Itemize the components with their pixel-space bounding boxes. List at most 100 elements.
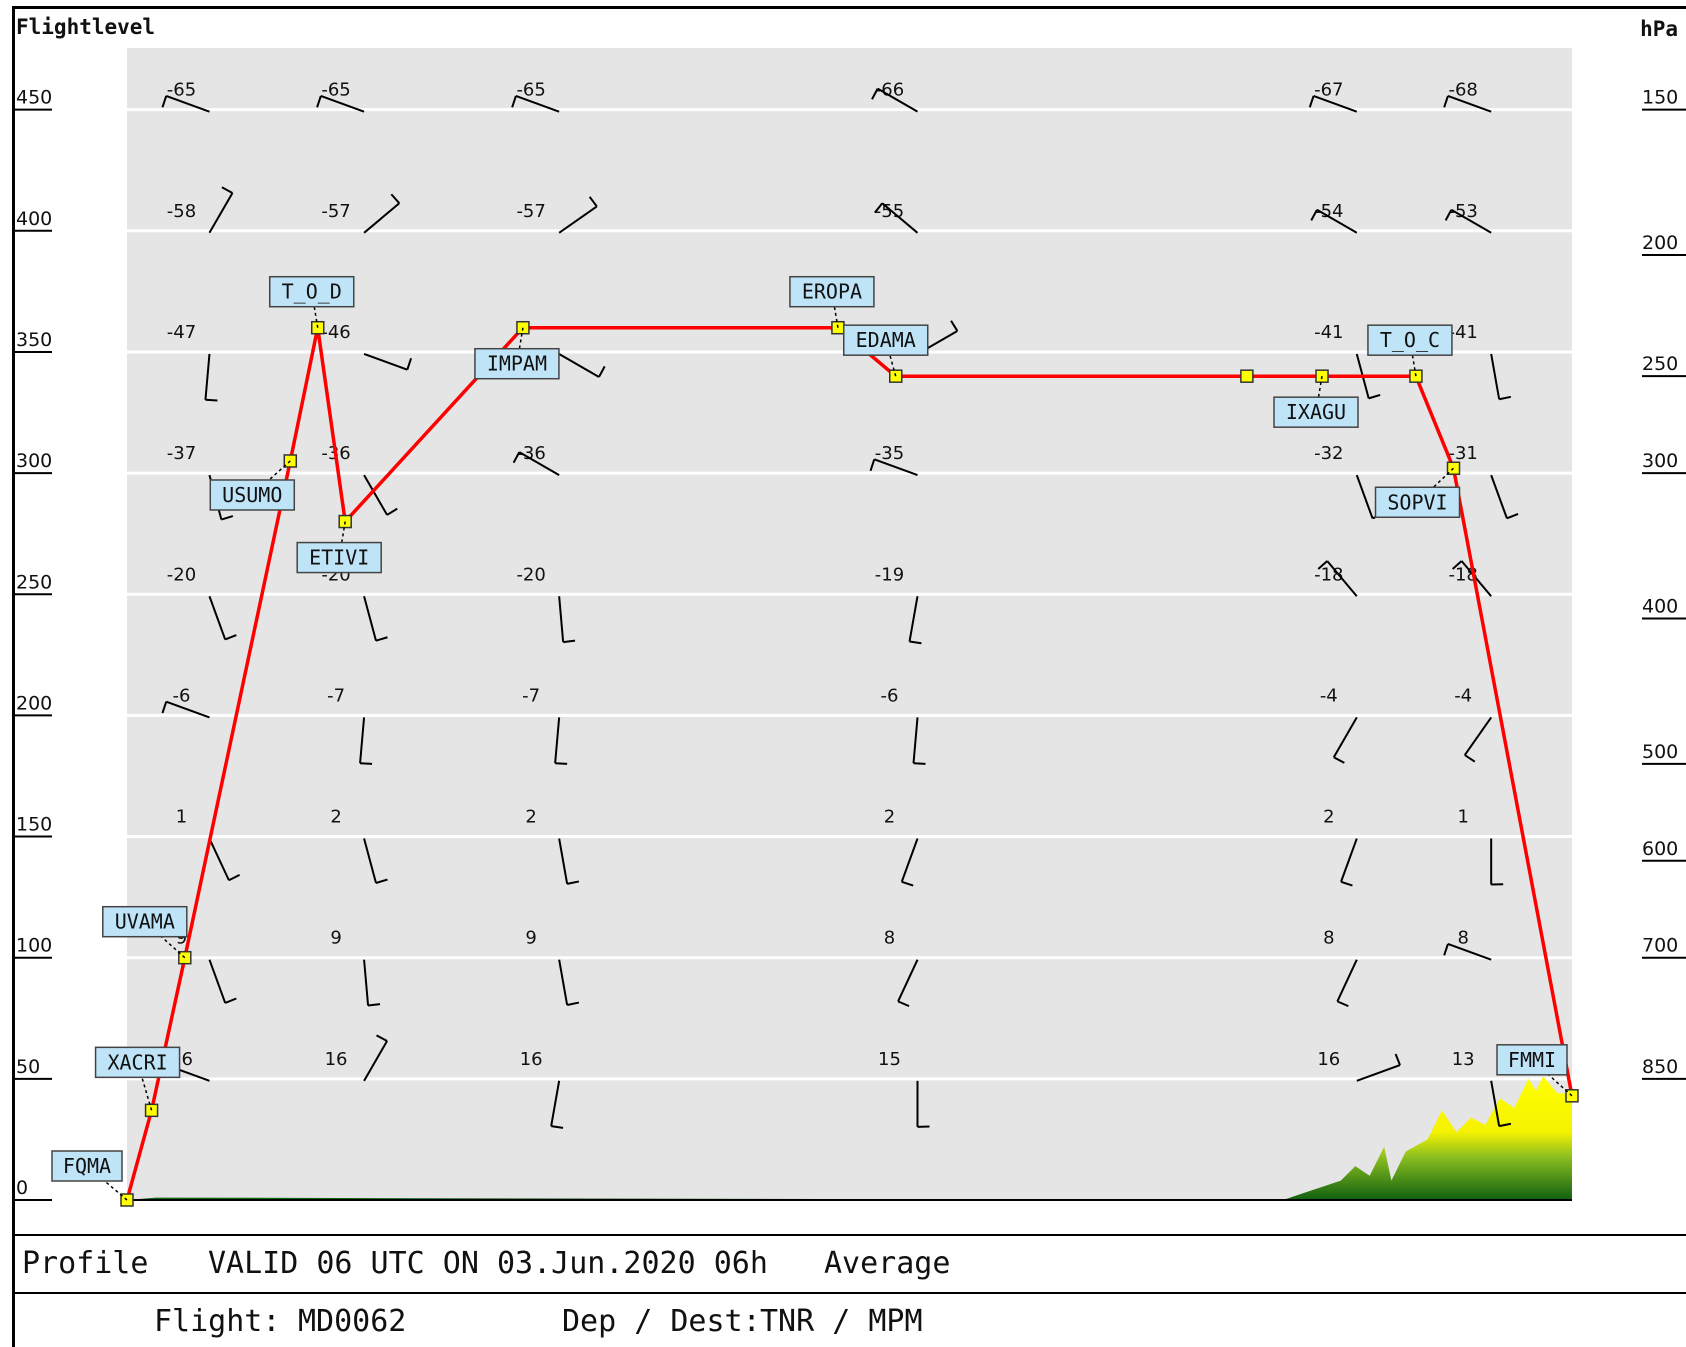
wind-barb-feather bbox=[367, 1003, 381, 1007]
waypoint-label: FQMA bbox=[63, 1154, 111, 1178]
temperature-label: 16 bbox=[1317, 1049, 1340, 1070]
waypoint-label: EDAMA bbox=[856, 328, 916, 352]
wind-barb bbox=[1463, 716, 1492, 756]
wind-barb bbox=[1336, 959, 1358, 1002]
wind-barb-feather bbox=[566, 1001, 580, 1006]
temperature-label: -18 bbox=[1448, 564, 1477, 585]
profile-label: Profile bbox=[22, 1246, 149, 1281]
temperature-label: -19 bbox=[875, 564, 904, 585]
temperature-label: 2 bbox=[1323, 807, 1334, 828]
y-right-tick-label: 300 bbox=[1642, 450, 1678, 472]
y-axis-right-label: hPa bbox=[1640, 17, 1678, 41]
wind-barb-feather bbox=[1444, 209, 1453, 221]
y-right-tick-label: 400 bbox=[1642, 595, 1678, 617]
footer-flight-row: Flight: MD0062 Dep / Dest: TNR / MPM bbox=[12, 1292, 1686, 1347]
waypoint-marker bbox=[1240, 369, 1254, 383]
wind-barb bbox=[363, 959, 370, 1006]
y-right-tick-label: 700 bbox=[1642, 935, 1678, 957]
wind-barb bbox=[897, 959, 919, 1002]
waypoint-label: USUMO bbox=[222, 483, 282, 507]
wind-barb-feather bbox=[161, 701, 168, 714]
wind-barb-feather bbox=[1317, 560, 1328, 570]
wind-barb-feather bbox=[1443, 943, 1449, 956]
wind-barb bbox=[208, 192, 234, 234]
wind-barb-feather bbox=[555, 762, 568, 765]
wind-barb bbox=[363, 474, 388, 516]
temperature-label: 9 bbox=[176, 928, 187, 949]
temperature-label: 8 bbox=[1457, 928, 1468, 949]
y-left-tick-label: 300 bbox=[16, 450, 52, 472]
wind-barb-feather bbox=[1451, 560, 1463, 570]
route-label: Dep / Dest: bbox=[562, 1304, 761, 1339]
wind-barb bbox=[558, 959, 569, 1006]
waypoint-label: ETIVI bbox=[309, 546, 369, 570]
wind-barb bbox=[320, 94, 365, 113]
wind-barb-feather bbox=[1333, 756, 1345, 764]
temperature-label: -67 bbox=[1314, 80, 1343, 101]
wind-barb bbox=[1340, 838, 1358, 883]
wind-barb bbox=[877, 87, 919, 113]
wind-barb-feather bbox=[1308, 95, 1315, 108]
y-axis-left-label: Flightlevel bbox=[16, 15, 155, 39]
temperature-label: -54 bbox=[1314, 201, 1343, 222]
waypoint-label-box bbox=[842, 324, 929, 356]
temperature-label: -65 bbox=[167, 80, 196, 101]
temperature-label: -7 bbox=[522, 685, 540, 706]
wind-barb bbox=[1447, 943, 1492, 961]
y-right-tick-label: 850 bbox=[1642, 1056, 1678, 1078]
waypoint-label-box bbox=[474, 347, 560, 380]
waypoint-label: UVAMA bbox=[115, 910, 175, 934]
waypoint-label-box bbox=[1273, 396, 1359, 428]
wind-barb-feather bbox=[1394, 1053, 1401, 1066]
y-left-tick-label: 350 bbox=[16, 329, 52, 351]
temperature-label: -20 bbox=[167, 564, 196, 585]
wind-barb-feather bbox=[375, 878, 388, 884]
wind-barb-feather bbox=[1368, 393, 1381, 400]
wind-barb-feather bbox=[598, 365, 606, 378]
waypoint-label-box bbox=[51, 1150, 123, 1182]
temperature-label: 13 bbox=[1452, 1049, 1475, 1070]
wind-barb-feather bbox=[1506, 512, 1519, 520]
wind-barb bbox=[208, 595, 227, 640]
temperature-label: -6 bbox=[881, 685, 899, 706]
wind-barb-feather bbox=[950, 320, 959, 332]
wind-barb bbox=[1316, 208, 1358, 234]
mode-text: Average bbox=[824, 1246, 951, 1281]
temperature-label: 9 bbox=[525, 928, 536, 949]
wind-barb-feather bbox=[1464, 754, 1476, 763]
temperature-label: -47 bbox=[167, 322, 196, 343]
wind-barb bbox=[363, 202, 400, 234]
temperature-label: -4 bbox=[1454, 685, 1472, 706]
temperature-label: -6 bbox=[172, 685, 190, 706]
temperature-label: 2 bbox=[330, 807, 341, 828]
waypoint-label-box bbox=[268, 275, 355, 308]
wind-barb bbox=[208, 959, 227, 1004]
wind-barb-feather bbox=[205, 398, 218, 402]
y-right-tick-label: 600 bbox=[1642, 838, 1678, 860]
flight-route-line bbox=[125, 325, 1574, 1201]
wind-barb bbox=[208, 838, 230, 881]
wind-barb-feather bbox=[375, 636, 388, 642]
wind-barb-feather bbox=[897, 1000, 910, 1008]
temperature-label: 8 bbox=[884, 928, 895, 949]
wind-barb bbox=[558, 205, 598, 234]
wind-barb bbox=[1447, 94, 1492, 113]
wind-barb-feather bbox=[551, 1125, 564, 1129]
wind-barb-feather bbox=[874, 202, 884, 214]
wind-barb-feather bbox=[1310, 209, 1318, 221]
temperature-label: -35 bbox=[875, 443, 904, 464]
waypoint-label: T_O_C bbox=[1380, 328, 1440, 352]
wind-barb bbox=[1355, 474, 1374, 519]
wind-barb-feather bbox=[224, 997, 237, 1004]
y-left-tick-label: 450 bbox=[16, 87, 52, 109]
wind-barb-feather bbox=[221, 186, 233, 194]
wind-barb-feather bbox=[1498, 1122, 1512, 1128]
waypoint-leader bbox=[136, 1062, 153, 1111]
temperature-label: -65 bbox=[516, 80, 545, 101]
waypoint-label-box bbox=[1374, 486, 1461, 519]
wind-barb bbox=[1490, 1080, 1501, 1127]
y-left-tick-label: 400 bbox=[16, 208, 52, 230]
wind-barb-feather bbox=[563, 639, 576, 644]
wind-barb-feather bbox=[386, 507, 398, 516]
waypoint-label: EROPA bbox=[802, 280, 862, 304]
